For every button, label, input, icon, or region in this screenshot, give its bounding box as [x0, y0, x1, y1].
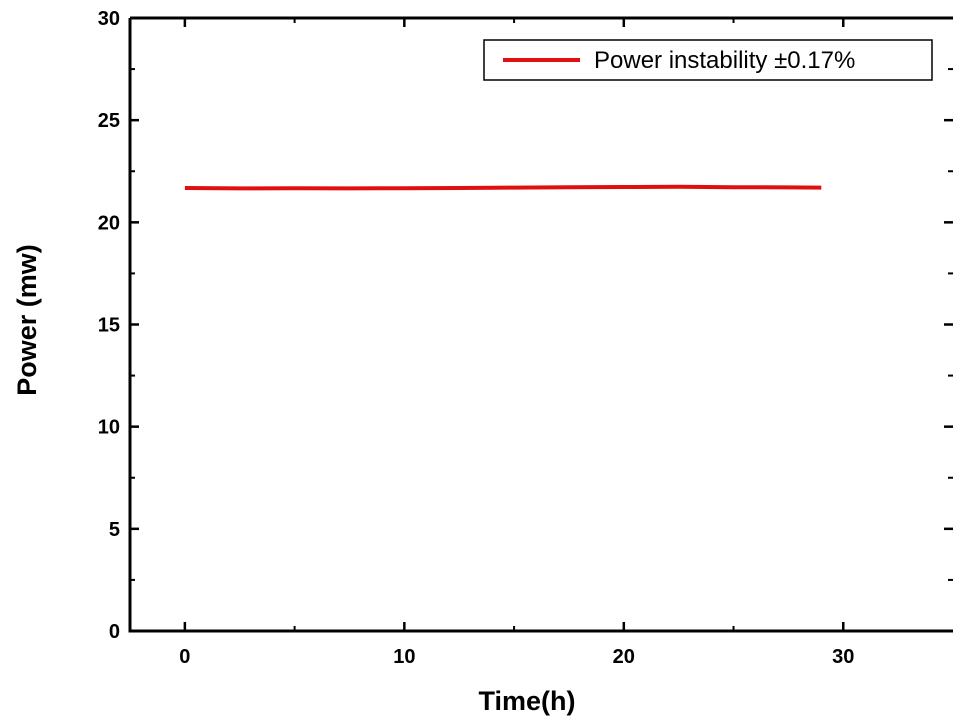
series-layer — [184, 184, 822, 191]
y-tick-label: 25 — [98, 110, 120, 132]
legend: Power instability ±0.17% — [483, 39, 933, 81]
x-axis-ticks: 0 10 20 30 — [179, 18, 854, 668]
y-tick-label: 20 — [98, 212, 120, 234]
plot-frame — [128, 16, 953, 633]
series-line — [184, 184, 822, 191]
x-tick-label: 0 — [179, 646, 190, 668]
x-tick-label: 20 — [613, 646, 635, 668]
y-tick-label: 30 — [98, 8, 120, 30]
x-axis-title: Time(h) — [478, 686, 575, 716]
y-tick-label: 0 — [109, 621, 120, 643]
y-axis-ticks: 0 5 10 15 20 25 30 — [98, 8, 953, 643]
y-tick-label: 10 — [98, 417, 120, 439]
x-tick-label: 10 — [393, 646, 415, 668]
legend-label: Power instability ±0.17% — [594, 47, 855, 74]
y-tick-label: 5 — [109, 519, 120, 541]
y-tick-label: 15 — [98, 315, 120, 337]
y-axis-title: Power (mw) — [12, 244, 42, 396]
x-tick-label: 30 — [832, 646, 854, 668]
